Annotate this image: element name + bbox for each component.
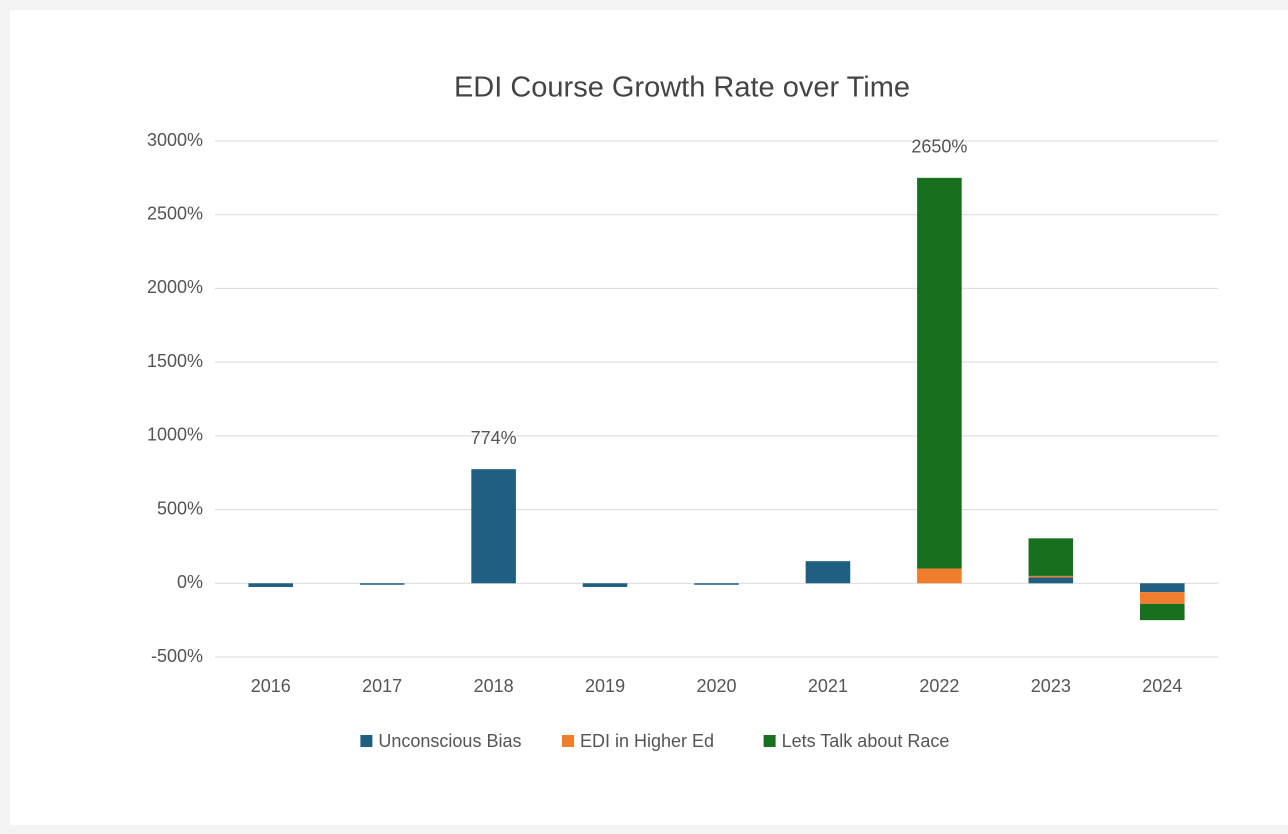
y-tick-label: 2000% xyxy=(147,277,203,297)
y-tick-label: 0% xyxy=(177,572,203,592)
chart-title: EDI Course Growth Rate over Time xyxy=(454,72,910,104)
bar-segment xyxy=(1028,575,1074,578)
bar-segment xyxy=(582,583,628,587)
bar-segment xyxy=(1139,592,1185,604)
legend-swatch xyxy=(763,735,776,747)
bar-segment xyxy=(248,583,294,587)
chart-background xyxy=(10,10,1288,825)
legend-swatch xyxy=(562,735,574,747)
x-tick-label: 2021 xyxy=(808,676,848,696)
y-tick-label: 1000% xyxy=(147,425,203,445)
bar-segment xyxy=(1139,603,1185,621)
bar-segment xyxy=(359,583,405,585)
x-tick-label: 2019 xyxy=(585,676,625,696)
bar-segment xyxy=(694,583,739,585)
x-tick-label: 2017 xyxy=(362,676,402,696)
legend-swatch xyxy=(360,735,373,747)
x-tick-label: 2016 xyxy=(251,676,291,696)
bar-segment xyxy=(1139,583,1185,593)
y-tick-label: 2500% xyxy=(147,203,203,223)
x-tick-label: 2023 xyxy=(1031,676,1071,696)
bar-segment xyxy=(471,469,516,584)
x-tick-label: 2018 xyxy=(474,676,514,696)
y-tick-label: 3000% xyxy=(147,130,203,150)
bar-segment xyxy=(1028,577,1074,584)
y-tick-label: -500% xyxy=(151,646,203,666)
bar-segment xyxy=(1028,538,1074,576)
data-label: 774% xyxy=(471,428,517,448)
x-tick-label: 2024 xyxy=(1142,676,1182,696)
y-tick-label: 1500% xyxy=(147,351,203,371)
x-tick-label: 2020 xyxy=(696,676,736,696)
data-label: 2650% xyxy=(911,137,967,157)
legend-label: Lets Talk about Race xyxy=(782,731,950,751)
x-tick-label: 2022 xyxy=(919,676,959,696)
bar-segment xyxy=(917,177,962,569)
bar-segment xyxy=(805,561,851,584)
legend-label: Unconscious Bias xyxy=(378,731,521,751)
bar-segment xyxy=(917,568,962,584)
legend-label: EDI in Higher Ed xyxy=(580,731,714,751)
y-tick-label: 500% xyxy=(157,498,203,518)
